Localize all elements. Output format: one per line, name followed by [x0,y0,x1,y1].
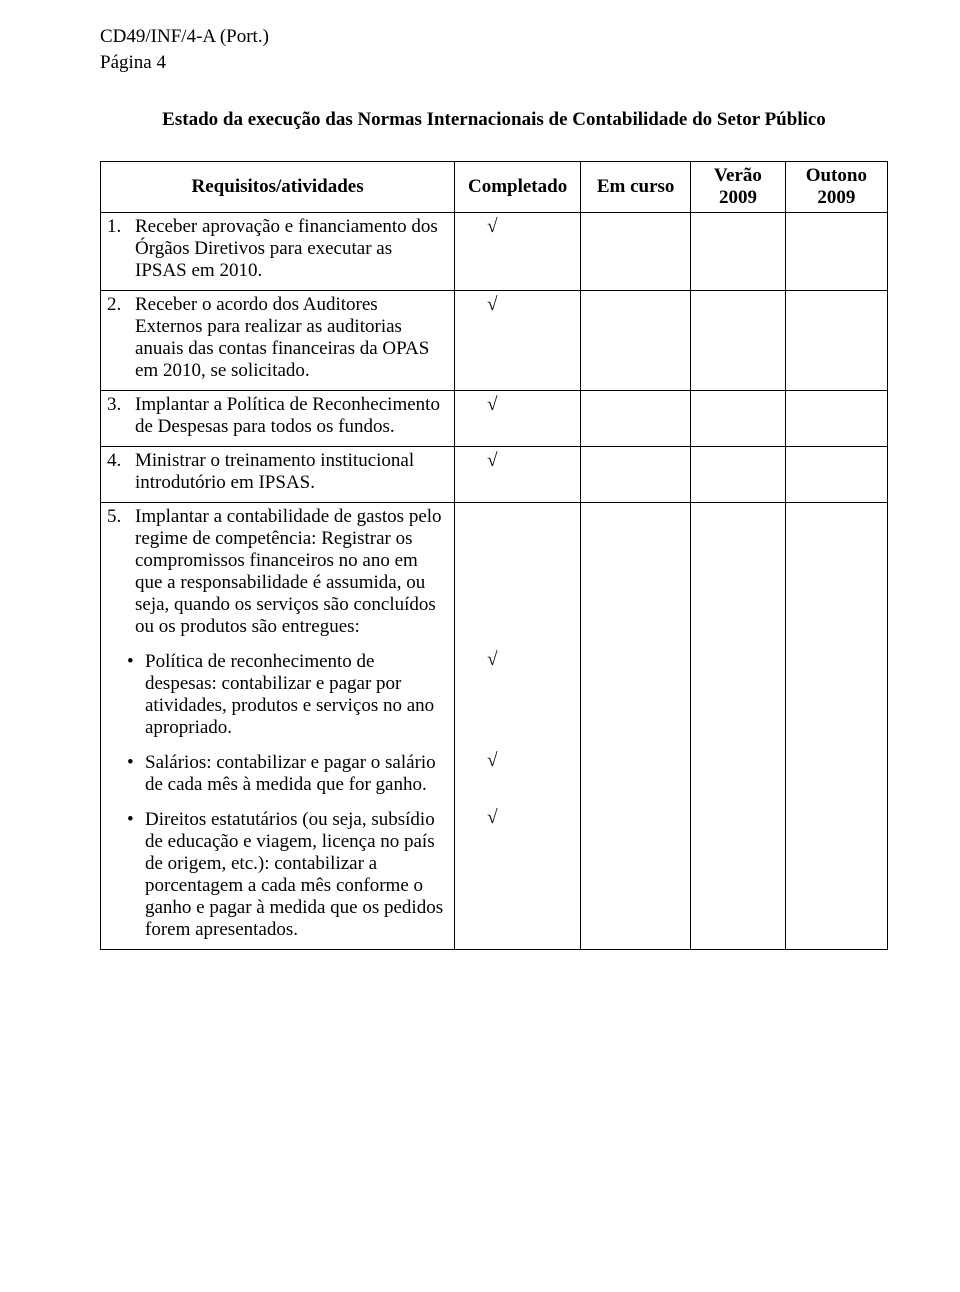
status-table: Requisitos/atividades Completado Em curs… [100,161,888,950]
table-row: 4. Ministrar o treinamento institucional… [101,447,888,503]
table-header-row: Requisitos/atividades Completado Em curs… [101,162,888,213]
col-header-outono: Outono 2009 [785,162,887,213]
cell-requisito-bullet: • Direitos estatutários (ou seja, subsíd… [101,804,455,950]
cell-requisito: 1. Receber aprovação e financiamento dos… [101,213,455,291]
row-number: 3. [107,394,135,416]
row-text: Ministrar o treinamento institucional in… [135,450,448,494]
cell-verao [691,747,785,804]
bullet-text: Direitos estatutários (ou seja, subsídio… [145,809,448,941]
row-text: Receber aprovação e financiamento dos Ór… [135,216,448,282]
cell-verao [691,447,785,503]
cell-em-curso [581,213,691,291]
cell-em-curso [581,646,691,747]
cell-completado [455,503,581,647]
table-row-bullet: • Direitos estatutários (ou seja, subsíd… [101,804,888,950]
cell-completado: √ [455,646,581,747]
cell-outono [785,646,887,747]
page-number-label: Página 4 [100,50,888,76]
col-header-outono-line1: Outono [806,165,867,186]
row-number: 4. [107,450,135,472]
table-row: 5. Implantar a contabilidade de gastos p… [101,503,888,647]
bullet-icon: • [127,809,145,831]
col-header-em-curso: Em curso [581,162,691,213]
page-container: CD49/INF/4-A (Port.) Página 4 Estado da … [0,0,960,990]
row-number: 2. [107,294,135,316]
cell-em-curso [581,291,691,391]
col-header-completado: Completado [455,162,581,213]
cell-verao [691,503,785,647]
col-header-verao-line2: 2009 [719,187,757,208]
cell-verao [691,391,785,447]
cell-outono [785,503,887,647]
table-row: 3. Implantar a Política de Reconheciment… [101,391,888,447]
cell-em-curso [581,391,691,447]
col-header-requisitos: Requisitos/atividades [101,162,455,213]
cell-completado: √ [455,391,581,447]
bullet-icon: • [127,651,145,673]
row-text: Implantar a contabilidade de gastos pelo… [135,506,448,638]
cell-outono [785,804,887,950]
cell-outono [785,291,887,391]
col-header-verao-line1: Verão [714,165,762,186]
cell-verao [691,646,785,747]
cell-completado: √ [455,804,581,950]
cell-outono [785,391,887,447]
col-header-outono-line2: 2009 [817,187,855,208]
cell-verao [691,804,785,950]
cell-requisito-bullet: • Política de reconhecimento de despesas… [101,646,455,747]
table-row-bullet: • Salários: contabilizar e pagar o salár… [101,747,888,804]
cell-requisito: 4. Ministrar o treinamento institucional… [101,447,455,503]
bullet-text: Política de reconhecimento de despesas: … [145,651,448,739]
cell-requisito: 2. Receber o acordo dos Auditores Extern… [101,291,455,391]
cell-em-curso [581,447,691,503]
doc-reference: CD49/INF/4-A (Port.) [100,24,888,50]
cell-verao [691,213,785,291]
cell-requisito: 5. Implantar a contabilidade de gastos p… [101,503,455,647]
cell-outono [785,747,887,804]
col-header-verao: Verão 2009 [691,162,785,213]
cell-completado: √ [455,447,581,503]
cell-completado: √ [455,747,581,804]
cell-em-curso [581,503,691,647]
row-text: Implantar a Política de Reconhecimento d… [135,394,448,438]
page-title: Estado da execução das Normas Internacio… [100,109,888,131]
cell-em-curso [581,747,691,804]
row-number: 5. [107,506,135,528]
cell-verao [691,291,785,391]
table-row-bullet: • Política de reconhecimento de despesas… [101,646,888,747]
cell-completado: √ [455,291,581,391]
cell-requisito-bullet: • Salários: contabilizar e pagar o salár… [101,747,455,804]
cell-outono [785,213,887,291]
cell-outono [785,447,887,503]
cell-completado: √ [455,213,581,291]
table-row: 1. Receber aprovação e financiamento dos… [101,213,888,291]
table-row: 2. Receber o acordo dos Auditores Extern… [101,291,888,391]
bullet-text: Salários: contabilizar e pagar o salário… [145,752,448,796]
cell-requisito: 3. Implantar a Política de Reconheciment… [101,391,455,447]
row-number: 1. [107,216,135,238]
cell-em-curso [581,804,691,950]
bullet-icon: • [127,752,145,774]
row-text: Receber o acordo dos Auditores Externos … [135,294,448,382]
